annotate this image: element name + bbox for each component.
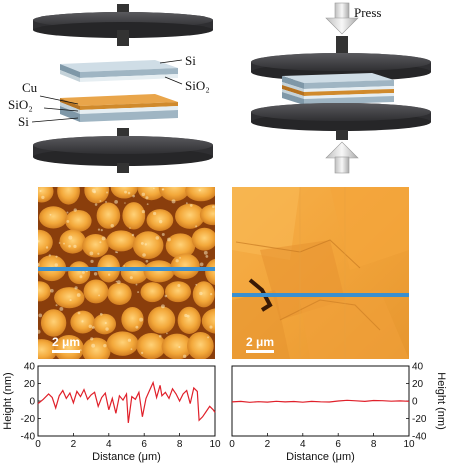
y-tick-label: 20 [24,379,36,390]
bottom-press-plate [33,128,213,173]
y-tick-label: 20 [412,379,424,390]
x-tick-label: 0 [35,439,41,450]
height-profile-right: 0 2 4 6 8 10 40 20 0 -20 -40 Distance (μm) Height (n… [229,362,447,464]
x-tick-label: 0 [229,439,235,450]
height-profile-line [231,399,410,403]
x-tick-label: 8 [371,439,377,450]
label-si-top: Si [185,53,196,68]
bonded-stack [282,73,394,105]
x-tick-label: 4 [106,439,112,450]
press-label: Press [354,5,381,20]
press-arrow-up [325,141,359,174]
x-axis-label: Distance (μm) [92,451,161,463]
y-tick-label: -20 [21,414,36,425]
y-axis-label: Height (nm) [435,372,447,429]
schematic-exploded: Si SiO₂ Cu SiO₂ Si [8,4,213,173]
y-tick-label: -40 [412,432,427,443]
y-axis-label: Height (nm) [2,372,14,429]
pressed-bottom-plate [251,103,431,131]
x-tick-label: 4 [300,439,306,450]
scale-bar-left-label: 2 μm [52,335,80,349]
scale-bar-left [52,350,80,353]
upper-wafer [60,60,178,82]
label-si-bottom: Si [18,114,29,129]
y-tick-label: 40 [24,362,36,373]
x-axis-label: Distance (μm) [286,451,355,463]
press-arrow-down [325,2,359,35]
profile-line-right [232,293,409,297]
y-tick-label: -40 [21,432,36,443]
x-tick-label: 6 [141,439,147,450]
y-tick-label: 0 [29,397,35,408]
schematic-pressed: Press [251,2,431,174]
x-tick-label: 10 [403,439,415,450]
height-profile-line [37,380,216,423]
x-tick-label: 10 [209,439,221,450]
y-tick-label: 40 [412,362,424,373]
profile-line-left [38,267,215,271]
afm-image-smooth: 2 μm [232,187,409,359]
x-tick-label: 2 [265,439,271,450]
x-tick-label: 8 [177,439,183,450]
top-press-plate [33,4,213,46]
y-tick-label: 0 [412,397,418,408]
label-sio2-bottom: SiO₂ [8,97,33,112]
label-sio2-top: SiO₂ [185,78,210,93]
height-profile-left: 0 2 4 6 8 10 40 20 0 -20 -40 Distance (μm) Height (n… [2,362,221,464]
scale-bar-right-label: 2 μm [246,335,274,349]
scale-bar-right [246,350,274,353]
afm-image-rough: 2 μm [38,187,215,359]
x-tick-label: 2 [71,439,77,450]
x-tick-label: 6 [335,439,341,450]
pressed-top-plate [251,53,431,81]
y-tick-label: -20 [412,414,427,425]
label-cu: Cu [22,80,38,95]
